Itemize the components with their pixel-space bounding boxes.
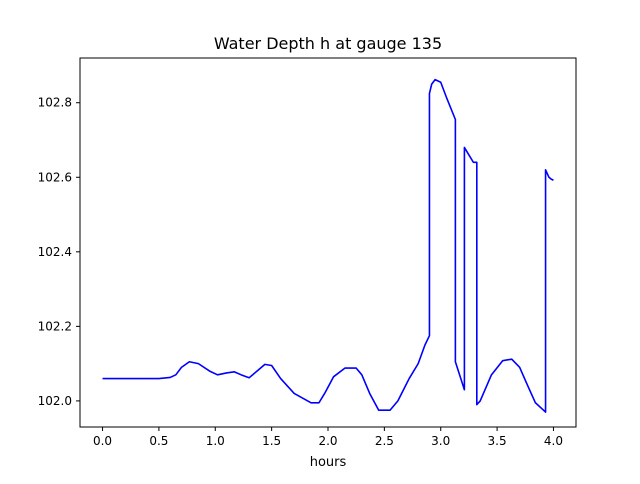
- y-tick-label: 102.2: [38, 319, 72, 333]
- plot-area: [80, 58, 576, 427]
- plot-frame: [79, 57, 577, 428]
- x-tick-label: 2.0: [318, 434, 337, 448]
- x-tick-label: 4.0: [544, 434, 563, 448]
- x-tick-label: 1.0: [206, 434, 225, 448]
- x-axis-ticks: 0.0 0.5 1.0 1.5 2.0 2.5 3.0 3.5 4.0: [93, 427, 563, 448]
- x-tick-label: 0.0: [93, 434, 112, 448]
- x-axis-label: hours: [310, 455, 347, 470]
- chart-title: Water Depth h at gauge 135: [214, 34, 442, 53]
- x-tick-label: 2.5: [375, 434, 394, 448]
- series-layer: [102, 78, 554, 413]
- y-tick-label: 102.8: [38, 96, 72, 110]
- y-axis-ticks: 102.0 102.2 102.4 102.6 102.8: [38, 96, 80, 408]
- x-tick-label: 1.5: [262, 434, 281, 448]
- x-tick-label: 0.5: [149, 434, 168, 448]
- x-tick-label: 3.0: [431, 434, 450, 448]
- y-tick-label: 102.4: [38, 245, 72, 259]
- series-line: [102, 78, 554, 413]
- y-tick-label: 102.0: [38, 394, 72, 408]
- x-tick-label: 3.5: [488, 434, 507, 448]
- y-tick-label: 102.6: [38, 170, 72, 184]
